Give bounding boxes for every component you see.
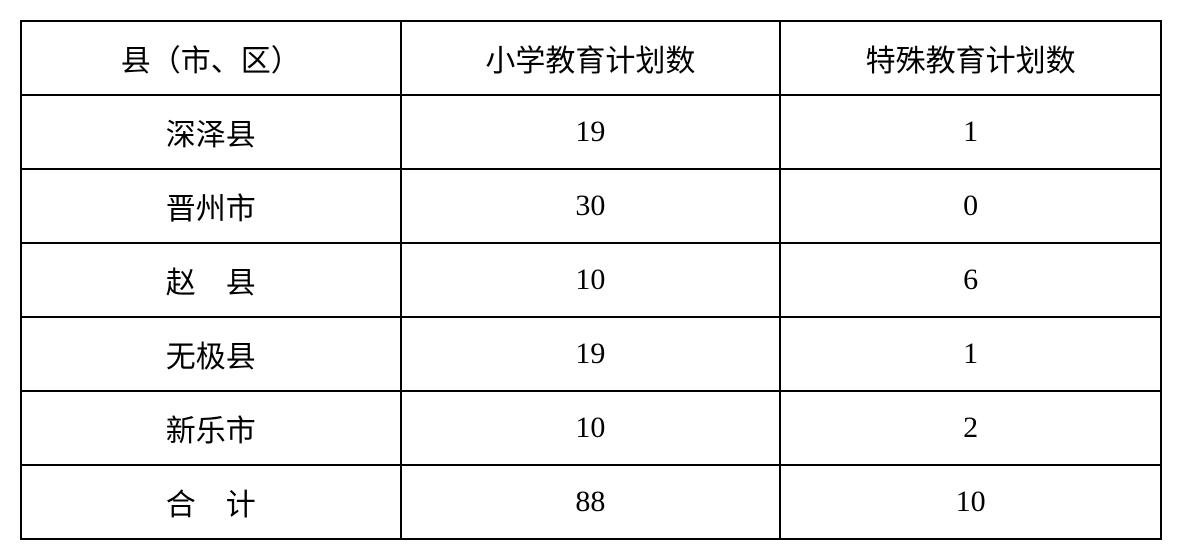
cell-primary-total: 88 (401, 465, 781, 539)
cell-primary: 10 (401, 391, 781, 465)
cell-county: 晋州市 (21, 169, 401, 243)
cell-primary: 19 (401, 95, 781, 169)
cell-primary: 30 (401, 169, 781, 243)
header-primary-education: 小学教育计划数 (401, 21, 781, 95)
header-special-education: 特殊教育计划数 (780, 21, 1161, 95)
cell-special-total: 10 (780, 465, 1161, 539)
education-plan-table-container: 县（市、区） 小学教育计划数 特殊教育计划数 深泽县 19 1 晋州市 30 0… (20, 20, 1162, 540)
cell-primary: 10 (401, 243, 781, 317)
table-row: 无极县 19 1 (21, 317, 1161, 391)
table-row: 新乐市 10 2 (21, 391, 1161, 465)
cell-special: 0 (780, 169, 1161, 243)
table-row-total: 合 计 88 10 (21, 465, 1161, 539)
cell-county: 赵 县 (21, 243, 401, 317)
cell-county-total: 合 计 (21, 465, 401, 539)
cell-special: 1 (780, 317, 1161, 391)
table-row: 赵 县 10 6 (21, 243, 1161, 317)
cell-special: 2 (780, 391, 1161, 465)
table-header-row: 县（市、区） 小学教育计划数 特殊教育计划数 (21, 21, 1161, 95)
cell-special: 1 (780, 95, 1161, 169)
cell-county: 深泽县 (21, 95, 401, 169)
cell-county: 无极县 (21, 317, 401, 391)
cell-primary: 19 (401, 317, 781, 391)
cell-county: 新乐市 (21, 391, 401, 465)
education-plan-table: 县（市、区） 小学教育计划数 特殊教育计划数 深泽县 19 1 晋州市 30 0… (20, 20, 1162, 540)
table-row: 深泽县 19 1 (21, 95, 1161, 169)
header-county: 县（市、区） (21, 21, 401, 95)
table-row: 晋州市 30 0 (21, 169, 1161, 243)
cell-special: 6 (780, 243, 1161, 317)
